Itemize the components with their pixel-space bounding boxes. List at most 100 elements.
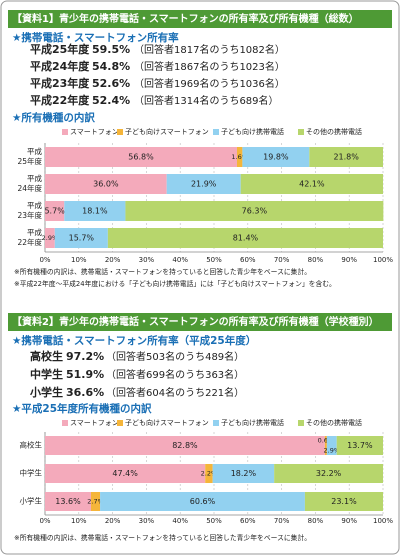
bar-segment [274, 464, 383, 483]
legend-label: 子ども向けスマートフォン [125, 127, 209, 136]
bar-segment [54, 228, 108, 248]
rate-label: 平成22年度 [30, 93, 90, 107]
data-label: 5.7% [44, 207, 65, 216]
x-tick-label: 30% [139, 517, 155, 525]
rate-value: 36.6% [66, 386, 104, 399]
x-tick-label: 90% [341, 256, 357, 264]
x-tick-label: 60% [240, 256, 256, 264]
bar-segment [205, 464, 213, 483]
x-tick-label: 50% [206, 517, 222, 525]
rate-heading: ★携帯電話・スマートフォン所有率 [12, 31, 179, 44]
legend-label: その他の携帯電話 [306, 127, 362, 136]
category-label: 高校生 [20, 440, 43, 450]
data-label: 2.7% [87, 498, 104, 506]
x-tick-label: 50% [206, 256, 222, 264]
x-tick-label: 70% [274, 517, 290, 525]
data-label: 18.1% [82, 207, 108, 216]
x-tick-label: 40% [172, 256, 188, 264]
note: ※所有機種の内訳は、携帯電話・スマートフォンを持っていると回答した青少年をベース… [14, 533, 311, 542]
x-tick-label: 40% [172, 517, 188, 525]
rate-note: （回答者1867名のうち1023名） [134, 60, 285, 73]
data-label: 2.9% [42, 234, 59, 242]
breakdown-heading: ★平成25年度所有機種の内訳 [12, 402, 152, 415]
rate-note: （回答者699名のうち363名） [106, 368, 244, 381]
bar-segment [125, 201, 384, 221]
data-label: 2.2% [201, 470, 218, 478]
legend-swatch [117, 129, 123, 135]
data-label: 13.7% [347, 441, 373, 450]
rate-heading: ★携帯電話・スマートフォン所有率（平成25年度） [12, 334, 256, 347]
data-label: 42.1% [299, 180, 325, 189]
data-label: 13.6% [55, 497, 81, 506]
data-label: 56.8% [128, 153, 154, 162]
bar-segment [45, 464, 206, 483]
data-label: 0.6% [318, 437, 335, 445]
data-label: 2.9% [324, 447, 341, 455]
bar-segment [45, 492, 91, 511]
data-label: 21.8% [333, 153, 359, 162]
category-label: 平成 22年度 [17, 227, 42, 247]
data-label: 36.0% [93, 180, 119, 189]
data-label: 47.4% [112, 469, 138, 478]
rate-value: 54.8% [92, 60, 130, 73]
rate-note: （回答者503名のうち489名） [106, 350, 244, 363]
x-tick-label: 100% [373, 256, 393, 264]
category-label: 中学生 [20, 468, 43, 478]
legend-label: 子ども向け携帯電話 [221, 418, 284, 427]
rate-value: 52.6% [92, 77, 130, 90]
legend-label: 子ども向けスマートフォン [125, 418, 209, 427]
x-tick-label: 10% [71, 256, 87, 264]
bar-segment [45, 436, 325, 455]
bar-segment [304, 492, 383, 511]
legend-swatch [213, 420, 219, 426]
data-label: 32.2% [316, 469, 342, 478]
legend-swatch [298, 129, 304, 135]
section-header-bar [8, 10, 392, 28]
legend-label: その他の携帯電話 [306, 418, 362, 427]
rate-value: 51.9% [66, 368, 104, 381]
bar-segment [45, 174, 167, 194]
rate-label: 高校生 [30, 349, 63, 363]
category-label: 小学生 [20, 496, 43, 506]
rate-note: （回答者604名のうち221名） [106, 386, 244, 399]
rate-note: （回答者1314名のうち689名） [134, 94, 279, 107]
bar-segment [326, 436, 337, 455]
bar-segment [90, 492, 101, 511]
note: ※所有機種の内訳は、携帯電話・スマートフォンを持っていると回答した青少年をベース… [14, 267, 311, 276]
data-label: 1.6% [231, 153, 248, 161]
rate-label: 平成25年度 [30, 42, 90, 56]
data-label: 18.2% [231, 469, 257, 478]
x-tick-label: 20% [105, 256, 121, 264]
section-header: 【資料1】青少年の携帯電話・スマートフォンの所有率及び所有機種（総数） [12, 12, 359, 25]
bar-segment [45, 147, 237, 167]
rate-label: 中学生 [30, 367, 63, 381]
x-tick-label: 20% [105, 517, 121, 525]
data-label: 81.4% [233, 234, 259, 243]
rate-label: 小学生 [29, 385, 63, 399]
data-label: 82.8% [172, 441, 198, 450]
x-tick-label: 30% [139, 256, 155, 264]
legend-swatch [62, 420, 68, 426]
bar-segment [64, 201, 126, 221]
x-tick-label: 100% [373, 517, 393, 525]
bar-segment [336, 436, 383, 455]
x-tick-label: 0% [39, 256, 50, 264]
rate-label: 平成24年度 [30, 59, 90, 73]
x-tick-label: 0% [39, 517, 50, 525]
bar-segment [212, 464, 275, 483]
bar-segment [100, 492, 305, 511]
rate-value: 97.2% [66, 350, 104, 363]
category-label: 平成 24年度 [17, 173, 42, 193]
x-tick-label: 60% [240, 517, 256, 525]
bar-segment [309, 147, 383, 167]
bar-segment [236, 147, 243, 167]
rate-note: （回答者1817名のうち1082名） [134, 43, 285, 56]
legend-swatch [298, 420, 304, 426]
data-label: 60.6% [190, 497, 216, 506]
bar-segment [107, 228, 384, 248]
bar-segment [240, 174, 383, 194]
rate-value: 59.5% [92, 43, 130, 56]
rate-value: 52.4% [92, 94, 130, 107]
data-label: 23.1% [331, 497, 357, 506]
